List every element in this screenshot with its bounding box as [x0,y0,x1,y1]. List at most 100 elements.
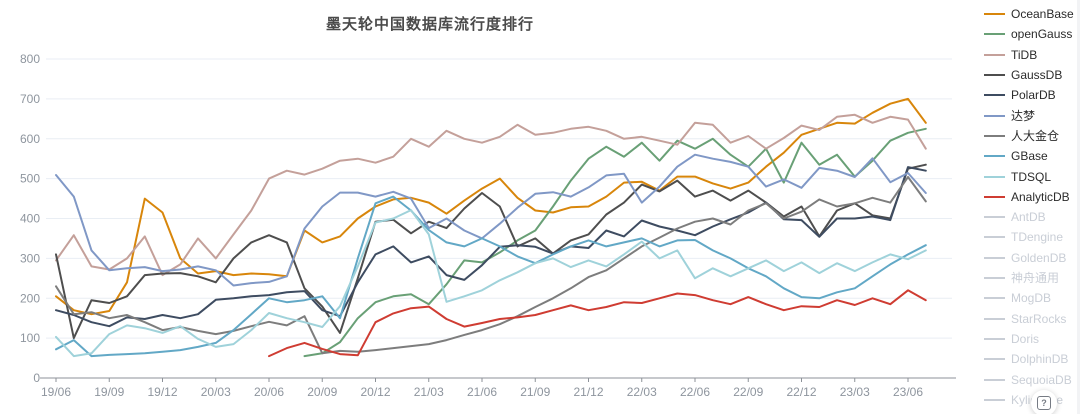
y-axis-tick-label: 400 [20,212,40,226]
legend-swatch [984,338,1005,340]
x-axis-tick-label: 22/09 [733,385,763,399]
legend-swatch [984,277,1005,280]
y-axis-tick-label: 300 [20,251,40,265]
x-axis-tick-label: 20/06 [254,385,284,399]
legend-swatch [984,358,1005,361]
series-line-openGauss [303,127,927,358]
x-axis-tick-label: 21/12 [573,385,603,399]
series-line-GaussDB [55,163,927,340]
legend-swatch [984,73,1005,76]
help-button[interactable]: ? [1031,390,1057,414]
legend-item-神舟通用[interactable]: 神舟通用 [984,271,1080,285]
question-icon: ? [1037,396,1051,410]
legend-swatch [984,317,1005,320]
legend-swatch [984,13,1005,15]
legend-label: GBase [1011,149,1048,164]
legend-item-openGauss[interactable]: openGauss [984,27,1080,41]
legend-swatch [984,378,1005,381]
x-axis-tick-label: 19/06 [41,385,71,399]
legend-label: Doris [1011,332,1040,346]
legend-label: AnalyticDB [1011,189,1070,204]
legend-label: 神舟通用 [1011,271,1060,286]
x-axis-tick-label: 21/03 [414,385,444,399]
x-axis-tick-label: 22/03 [627,385,657,399]
x-axis-tick-label: 23/06 [893,385,923,399]
legend-swatch [984,114,1005,117]
legend-swatch [984,256,1005,259]
x-axis-tick-label: 23/03 [840,385,870,399]
legend-label: PolarDB [1011,88,1056,103]
legend-label: TDSQL [1011,169,1052,184]
legend-label: StarRocks [1011,311,1067,326]
legend-swatch [984,175,1005,178]
legend-label: GoldenDB [1011,250,1067,265]
series-line-AnalyticDB [268,289,927,358]
popularity-line-chart[interactable]: 0 100 200 300 400 500 600 700 800 19/06 19/09 19/12… [0,0,978,414]
y-axis-tick-label: 600 [20,132,40,146]
x-axis-tick-label: 20/09 [307,385,337,399]
x-axis-tick-label: 22/06 [680,385,710,399]
legend-item-GoldenDB[interactable]: GoldenDB [984,251,1080,265]
y-axis-tick-label: 0 [33,371,40,385]
legend-swatch [984,398,1005,401]
legend-swatch [984,134,1005,137]
series-line-TiDB [55,113,927,277]
series-line-GBase [55,195,927,358]
legend-item-OceanBase[interactable]: OceanBase [984,7,1080,21]
legend-item-GBase[interactable]: GBase [984,149,1080,163]
right-edge-strip [1077,0,1080,414]
x-axis-tick-label: 20/12 [360,385,390,399]
y-axis-tick-label: 100 [20,331,40,345]
legend-label: openGauss [1011,27,1073,42]
series-line-达梦 [55,153,927,287]
series-line-TDSQL [55,209,927,358]
legend-item-StarRocks[interactable]: StarRocks [984,312,1080,326]
legend-label: GaussDB [1011,67,1063,82]
legend-item-Doris[interactable]: Doris [984,332,1080,346]
legend-item-GaussDB[interactable]: GaussDB [984,68,1080,82]
series-line-PolarDB [55,166,927,328]
x-axis-tick-label: 21/09 [520,385,550,399]
legend-label: 人大金仓 [1011,128,1060,143]
x-axis-tick-label: 22/12 [786,385,816,399]
legend-label: DolphinDB [1011,352,1069,367]
legend-swatch [984,195,1005,198]
legend-label: TiDB [1011,47,1038,62]
series-legend: OceanBase openGauss TiDB GaussDB PolarDB 达梦人大… [984,7,1080,407]
legend-item-AnalyticDB[interactable]: AnalyticDB [984,190,1080,204]
legend-item-PolarDB[interactable]: PolarDB [984,88,1080,102]
legend-swatch [984,33,1005,36]
legend-label: AntDB [1011,210,1046,225]
legend-label: TDengine [1011,230,1064,245]
legend-swatch [984,236,1005,239]
legend-item-人大金仓[interactable]: 人大金仓 [984,129,1080,143]
legend-item-AntDB[interactable]: AntDB [984,210,1080,224]
x-axis-tick-label: 19/12 [147,385,177,399]
x-axis-tick-label: 19/09 [94,385,124,399]
legend-item-TDSQL[interactable]: TDSQL [984,170,1080,184]
chart-title: 墨天轮中国数据库流行度排行 [325,16,534,33]
y-axis-tick-label: 700 [20,92,40,106]
legend-item-达梦[interactable]: 达梦 [984,109,1080,123]
y-axis-tick-label: 500 [20,172,40,186]
legend-swatch [984,216,1005,219]
legend-swatch [984,155,1005,158]
legend-item-TiDB[interactable]: TiDB [984,48,1080,62]
legend-item-MogDB[interactable]: MogDB [984,291,1080,305]
legend-swatch [984,53,1005,56]
y-axis-tick-label: 200 [20,291,40,305]
legend-swatch [984,297,1005,300]
legend-item-SequoiaDB[interactable]: SequoiaDB [984,373,1080,387]
legend-label: SequoiaDB [1011,372,1072,387]
x-axis-tick-label: 20/03 [201,385,231,399]
legend-label: 达梦 [1011,108,1036,123]
legend-label: MogDB [1011,291,1052,306]
legend-label: OceanBase [1011,7,1074,21]
series-line-人大金仓 [55,176,927,355]
legend-swatch [984,94,1005,97]
series-line-OceanBase [55,97,927,316]
legend-item-DolphinDB[interactable]: DolphinDB [984,352,1080,366]
legend-item-TDengine[interactable]: TDengine [984,230,1080,244]
y-axis-tick-label: 800 [20,52,40,66]
